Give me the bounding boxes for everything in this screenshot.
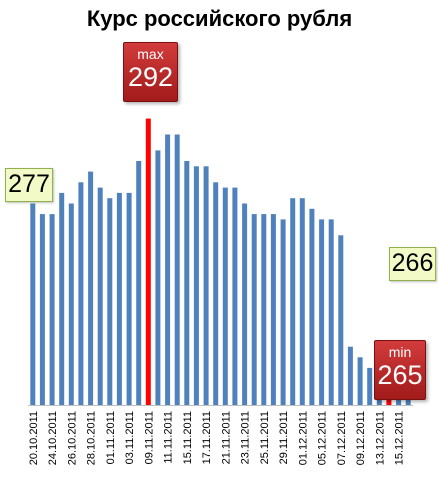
bar-0 (30, 203, 36, 405)
bar-32 (338, 235, 344, 405)
x-tick-label: 15.12.2011 (394, 411, 406, 465)
x-tick-label: 28.10.2011 (86, 411, 98, 465)
first-value-callout: 277 (5, 168, 53, 202)
max-callout: max 292 (123, 42, 178, 102)
bar-8 (107, 198, 113, 405)
bar-4 (68, 203, 74, 405)
bar-3 (59, 192, 65, 405)
bar-25 (270, 214, 276, 405)
x-tick-label: 05.12.2011 (317, 411, 329, 465)
x-tick-label: 01.11.2011 (105, 411, 117, 464)
bar-26 (280, 219, 286, 405)
x-tick-label: 03.11.2011 (124, 411, 136, 464)
x-tick-label: 26.10.2011 (66, 411, 78, 465)
bar-1 (39, 214, 45, 405)
chart-title: Курс российского рубля (86, 6, 353, 31)
bar-13 (155, 150, 161, 405)
bar-11 (136, 161, 142, 405)
x-tick-label: 11.11.2011 (163, 411, 175, 464)
x-tick-label: 07.12.2011 (336, 411, 348, 465)
x-tick-label: 29.11.2011 (278, 411, 290, 464)
bar-30 (319, 219, 325, 405)
bar-22 (242, 203, 248, 405)
bar-23 (251, 214, 257, 405)
bar-10 (126, 192, 132, 405)
bar-35 (367, 367, 373, 405)
min-callout: min 265 (374, 340, 426, 400)
x-tick-label: 17.11.2011 (201, 411, 213, 464)
bar-28 (299, 198, 305, 405)
bar-5 (78, 182, 84, 406)
bar-12 (145, 118, 151, 405)
bar-27 (290, 198, 296, 405)
x-tick-label: 24.10.2011 (47, 411, 59, 465)
x-tick-label: 09.11.2011 (143, 411, 155, 464)
bar-6 (88, 171, 94, 405)
x-tick-label: 01.12.2011 (297, 411, 309, 465)
bar-16 (184, 161, 190, 405)
bar-18 (203, 166, 209, 405)
x-tick-label: 15.11.2011 (182, 411, 194, 464)
x-tick-label: 25.11.2011 (259, 411, 271, 464)
bar-21 (232, 187, 238, 405)
x-tick-label: 21.11.2011 (220, 411, 232, 464)
x-tick-label: 20.10.2011 (28, 411, 40, 465)
bar-2 (49, 214, 55, 405)
x-tick-label: 09.12.2011 (355, 411, 367, 465)
max-callout-value: 292 (127, 62, 174, 92)
bar-24 (261, 214, 267, 405)
bar-34 (357, 357, 363, 405)
min-callout-value: 265 (377, 360, 423, 390)
bar-20 (222, 187, 228, 405)
x-tick-label: 23.11.2011 (240, 411, 252, 464)
bar-9 (116, 192, 122, 405)
min-callout-label: min (388, 344, 412, 360)
max-callout-label: max (137, 46, 164, 62)
x-tick-label: 13.12.2011 (374, 411, 386, 465)
bar-31 (328, 219, 334, 405)
last-value-callout: 266 (389, 247, 436, 281)
bar-17 (193, 166, 199, 405)
bar-29 (309, 208, 315, 405)
bar-14 (165, 134, 171, 405)
bar-19 (213, 182, 219, 406)
bar-7 (97, 187, 103, 405)
bar-15 (174, 134, 180, 405)
bar-33 (347, 346, 353, 405)
